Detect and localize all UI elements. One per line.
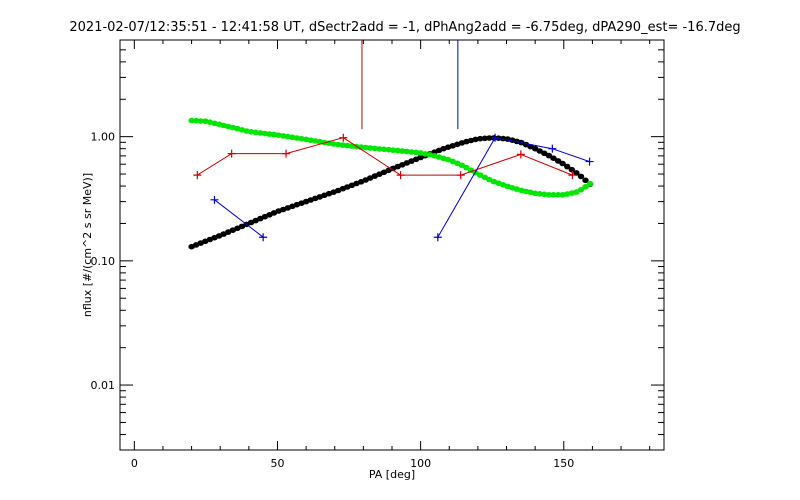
data-point-plus — [396, 171, 405, 180]
y-tick-label: 1.00 — [91, 131, 116, 144]
curve-dot — [586, 180, 594, 187]
curve-dot — [389, 147, 397, 153]
curve-dot — [568, 166, 575, 173]
curve-dot — [197, 118, 204, 124]
curve-dot — [545, 152, 553, 159]
curve-dot — [376, 146, 383, 152]
data-point-plus — [568, 171, 577, 180]
curve-dot — [582, 184, 589, 190]
y-tick-label: 0.10 — [91, 255, 116, 268]
curve-dot — [477, 135, 484, 142]
curve-dot — [380, 146, 388, 153]
data-point-plus — [491, 133, 500, 142]
curve-dot — [582, 177, 589, 184]
thick-curve — [188, 117, 594, 198]
curve-dot — [554, 158, 562, 164]
data-point-plus — [259, 233, 268, 242]
axis-ticks: 0 50 100 150 0.01 0.10 1.00 — [91, 39, 664, 470]
data-point-plus — [339, 133, 348, 142]
curve-dot — [367, 145, 374, 151]
data-point-plus — [433, 233, 442, 242]
series-line — [214, 199, 264, 238]
data-point-plus — [548, 144, 557, 153]
x-tick-label: 150 — [553, 457, 574, 470]
data-point-plus — [282, 149, 291, 158]
curve-dot — [577, 187, 585, 193]
series-line — [197, 137, 573, 176]
y-tick-label: 0.01 — [91, 379, 116, 392]
data-point-plus — [456, 171, 465, 180]
chart-title: 2021-02-07/12:35:51 - 12:41:58 UT, dSect… — [69, 20, 740, 35]
data-point-plus — [227, 149, 236, 158]
x-tick-label: 0 — [131, 457, 138, 470]
curve-dot — [486, 135, 493, 141]
series-layer — [188, 40, 594, 250]
curve-dot — [564, 163, 571, 170]
curve-dot — [550, 155, 557, 161]
x-axis-label: PA [deg] — [369, 468, 415, 481]
data-point-plus — [193, 171, 202, 180]
y-axis-label: nflux [#/(cm^2 s sr MeV)] — [81, 173, 94, 317]
x-tick-label: 50 — [270, 457, 284, 470]
curve-dot — [559, 160, 566, 167]
curve-dot — [545, 192, 553, 198]
curve-dot — [188, 117, 195, 124]
curve-dot — [408, 149, 415, 155]
line-series — [210, 133, 594, 242]
line-series — [193, 133, 577, 180]
data-point-plus — [585, 157, 594, 166]
curve-dot — [573, 170, 580, 176]
curve-dot — [399, 148, 406, 154]
curve-dot — [554, 192, 562, 198]
curve-dot — [463, 164, 470, 171]
data-point-plus — [210, 195, 219, 204]
series-line — [437, 137, 590, 238]
data-point-plus — [516, 150, 525, 159]
x-tick-label: 100 — [410, 457, 431, 470]
curve-dot — [550, 192, 557, 198]
curve-dot — [577, 173, 585, 180]
